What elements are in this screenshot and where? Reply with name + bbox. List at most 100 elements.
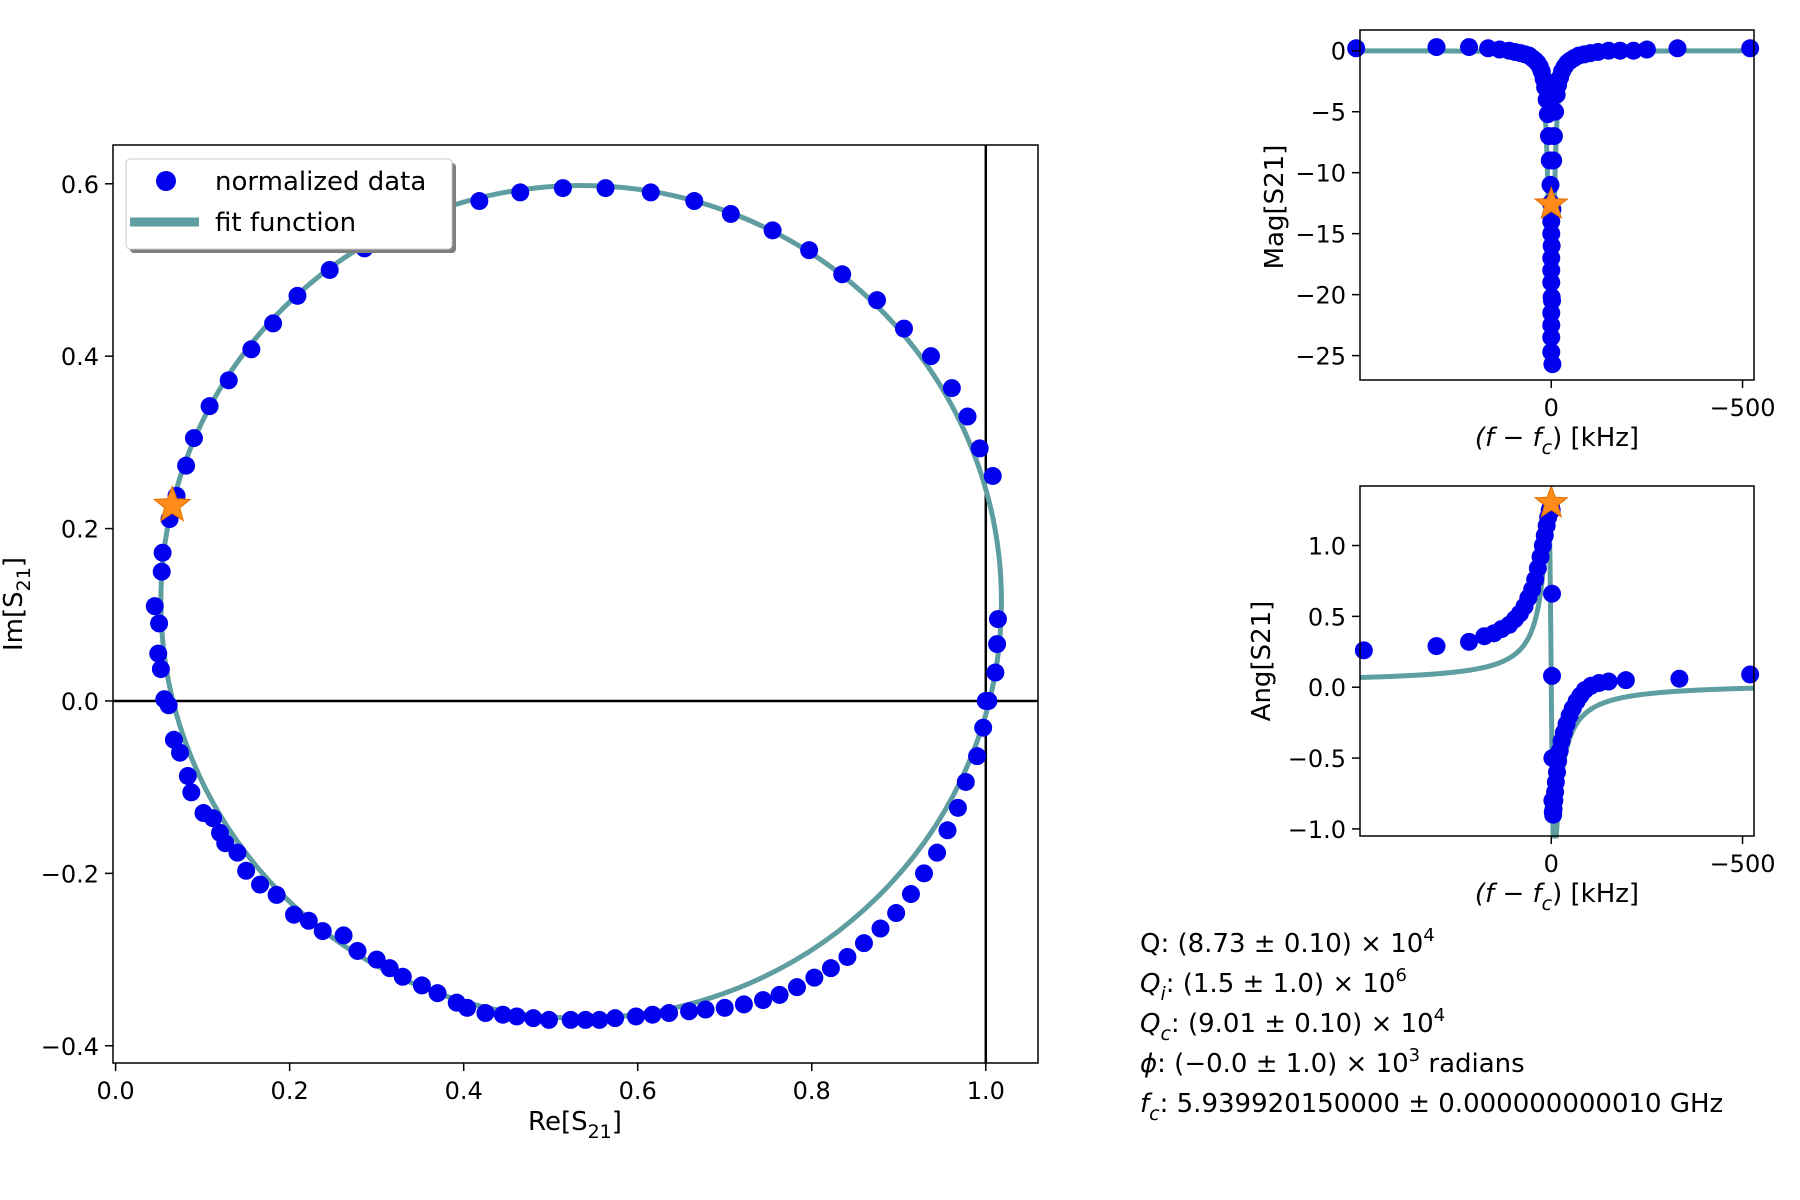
data-point [1668, 39, 1687, 58]
data-point [958, 407, 977, 426]
data-point [968, 747, 987, 766]
data-point [334, 926, 353, 945]
data-point [721, 204, 740, 223]
data-point [1543, 355, 1562, 374]
data-point [606, 1009, 625, 1028]
data-point [590, 1010, 609, 1029]
fit-result-qi: Qi: (1.5 ± 1.0) × 106 [1140, 965, 1407, 1005]
fit-result-fc: fc: 5.939920150000 ± 0.000000000010 GHz [1140, 1089, 1723, 1125]
x-tick-label: 0.0 [97, 1077, 135, 1105]
x-tick-label: −500 [1710, 394, 1776, 422]
angle-x-axis-label: (f − fc) [kHz] [1475, 879, 1639, 915]
data-point [887, 904, 906, 923]
data-point [800, 241, 819, 260]
data-point [476, 1004, 495, 1023]
data-point [1544, 151, 1563, 170]
data-point [1616, 671, 1635, 690]
data-point [178, 766, 197, 785]
data-point [576, 1010, 595, 1029]
x-tick-label: 0 [1544, 394, 1559, 422]
data-point [412, 976, 431, 995]
data-point [211, 823, 230, 842]
y-tick-label: −10 [1295, 160, 1346, 188]
data-point [284, 905, 303, 924]
data-point [1460, 38, 1479, 57]
data-point [680, 1002, 699, 1021]
x-tick-label: 1.0 [967, 1077, 1005, 1105]
data-point [643, 1005, 662, 1024]
data-point [150, 614, 169, 633]
magnitude-x-axis-label: (f − fc) [kHz] [1475, 423, 1639, 459]
legend: normalized data fit function [125, 158, 456, 253]
data-point [942, 379, 961, 398]
data-point [242, 340, 261, 359]
data-point [164, 730, 183, 749]
circle-plot-frame [112, 144, 1039, 1064]
data-point [1741, 665, 1760, 684]
legend-box [125, 158, 453, 250]
y-tick-label: 0.0 [1308, 674, 1346, 702]
data-point [983, 466, 1002, 485]
data-point [152, 562, 171, 581]
data-point [151, 660, 170, 679]
y-tick-label: −0.4 [41, 1033, 99, 1061]
data-point [177, 456, 196, 475]
data-point [299, 911, 318, 930]
y-tick-label: 0.0 [61, 688, 99, 716]
y-tick-label: −1.0 [1288, 816, 1346, 844]
data-point [1427, 38, 1446, 57]
data-point [901, 885, 920, 904]
data-point [447, 993, 466, 1012]
fit-result-q: Q: (8.73 ± 0.10) × 104 [1140, 925, 1435, 959]
data-point [367, 950, 386, 969]
angle-y-axis-label: Ang[S21] [1247, 601, 1277, 722]
data-point [511, 183, 530, 202]
data-point [805, 968, 824, 987]
data-point [956, 772, 975, 791]
data-point [833, 265, 852, 284]
circle-plot-panel: 0.0 0.2 0.4 0.6 0.8 1.0 −0.4 −0.2 0.0 0.2 0.4 0.6 R… [0, 144, 1039, 1143]
y-tick-label: −25 [1295, 343, 1346, 371]
data-point [871, 919, 890, 938]
data-point [763, 221, 782, 240]
y-tick-label: 1.0 [1308, 533, 1346, 561]
data-point [182, 783, 201, 802]
data-point [428, 984, 447, 1003]
y-tick-label: 0.6 [61, 171, 99, 199]
data-point [1599, 672, 1618, 691]
data-point [149, 644, 168, 663]
data-point [770, 985, 789, 1004]
fit-results: Q: (8.73 ± 0.10) × 104 Qi: (1.5 ± 1.0) × … [1140, 925, 1723, 1125]
data-point [1542, 328, 1561, 347]
circle-x-axis-label: Re[S21] [528, 1107, 622, 1143]
data-point [787, 978, 806, 997]
data-point [539, 1010, 558, 1029]
magnitude-plot-frame [1359, 29, 1755, 381]
mag-resonance-star-marker [1533, 185, 1569, 220]
data-point [507, 1007, 526, 1026]
data-point [267, 885, 286, 904]
data-point [155, 690, 174, 709]
data-point [988, 635, 1007, 654]
data-point [754, 991, 773, 1010]
x-tick-label: 0.6 [619, 1077, 657, 1105]
y-tick-label: 0.5 [1308, 603, 1346, 631]
x-tick-label: 0.4 [445, 1077, 483, 1105]
data-point [1670, 669, 1689, 688]
data-point [821, 959, 840, 978]
y-tick-label: 0 [1331, 38, 1346, 66]
data-point [715, 998, 734, 1017]
x-tick-label: −500 [1710, 850, 1776, 878]
data-point [553, 179, 572, 198]
data-point [1624, 41, 1643, 60]
data-point [838, 947, 857, 966]
data-point [915, 864, 934, 883]
data-point [1543, 666, 1562, 685]
data-point [854, 934, 873, 953]
y-tick-label: −5 [1311, 99, 1346, 127]
data-point [228, 843, 247, 862]
data-point [219, 371, 238, 390]
ang-resonance-star-marker [1533, 484, 1569, 518]
data-point [1543, 291, 1562, 310]
x-tick-label: 0.2 [271, 1077, 309, 1105]
